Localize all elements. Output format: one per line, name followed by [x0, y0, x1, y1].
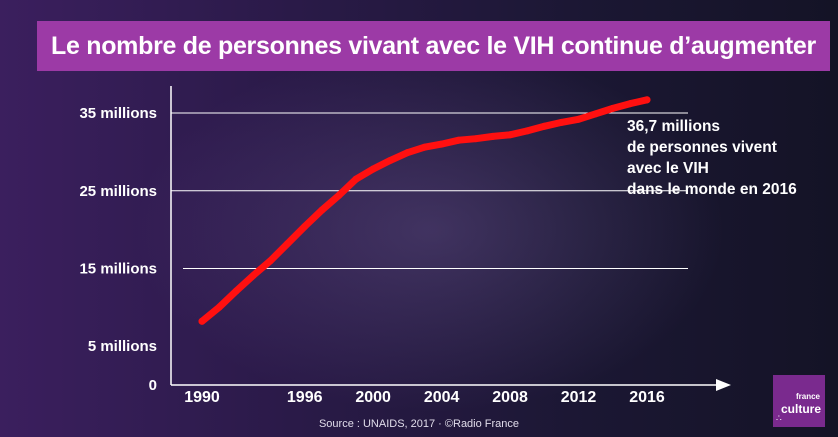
logo-dots-icon: ∴	[776, 413, 782, 423]
y-axis-ticks: 0 5 millions 15 millions 25 millions 35 mill…	[79, 105, 157, 394]
logo-france-text: france	[795, 392, 820, 401]
x-tick-label: 2012	[561, 389, 597, 406]
data-point	[609, 104, 617, 112]
data-point	[335, 191, 343, 199]
data-point	[284, 240, 292, 248]
y-tick-label: 15 millions	[79, 260, 157, 277]
logo-culture-text: culture	[780, 402, 821, 416]
data-point	[523, 127, 531, 135]
x-tick-label: 2004	[424, 389, 460, 406]
data-point	[318, 206, 326, 214]
data-point	[592, 110, 600, 118]
data-point	[232, 287, 240, 295]
chart-title: Le nombre de personnes vivant avec le VI…	[51, 31, 816, 60]
annotation: 36,7 millions de personnes vivent avec le …	[627, 118, 797, 198]
data-point	[557, 118, 565, 126]
title-banner: Le nombre de personnes vivant avec le VI…	[37, 21, 830, 71]
y-tick-label: 0	[149, 377, 157, 394]
x-tick-label: 2000	[355, 389, 391, 406]
data-point	[352, 175, 360, 183]
data-point	[369, 165, 377, 173]
annotation-line: de personnes vivent	[627, 139, 777, 156]
x-tick-label: 2016	[629, 389, 665, 406]
data-point	[301, 222, 309, 230]
y-tick-label: 5 millions	[88, 338, 157, 355]
x-tick-label: 1990	[184, 389, 220, 406]
x-axis-ticks: 1990 1996 2000 2004 2008 2012 2016	[184, 389, 665, 406]
gridlines	[171, 112, 688, 269]
data-point	[643, 96, 651, 104]
data-point	[575, 115, 583, 123]
data-point	[489, 132, 497, 140]
series-line	[198, 96, 651, 325]
data-point	[438, 140, 446, 148]
annotation-line: 36,7 millions	[627, 118, 720, 135]
data-point	[249, 271, 257, 279]
source-note: Source : UNAIDS, 2017 · ©Radio France	[318, 418, 520, 430]
data-point	[455, 136, 463, 144]
x-tick-label: 1996	[287, 389, 323, 406]
data-point	[626, 100, 634, 108]
y-tick-label: 35 millions	[79, 105, 157, 122]
annotation-line: dans le monde en 2016	[627, 181, 797, 198]
data-point	[386, 156, 394, 164]
data-point	[266, 257, 274, 265]
x-tick-label: 2008	[492, 389, 528, 406]
data-point	[403, 149, 411, 157]
data-point	[506, 131, 514, 139]
data-point	[540, 122, 548, 130]
y-tick-label: 25 millions	[79, 183, 157, 200]
data-point	[215, 303, 223, 311]
data-point	[421, 143, 428, 151]
data-point	[198, 317, 206, 325]
data-point	[472, 135, 480, 143]
france-culture-logo: france culture ∴	[773, 375, 825, 427]
annotation-line: avec le VIH	[627, 160, 709, 177]
data-points	[198, 96, 651, 325]
